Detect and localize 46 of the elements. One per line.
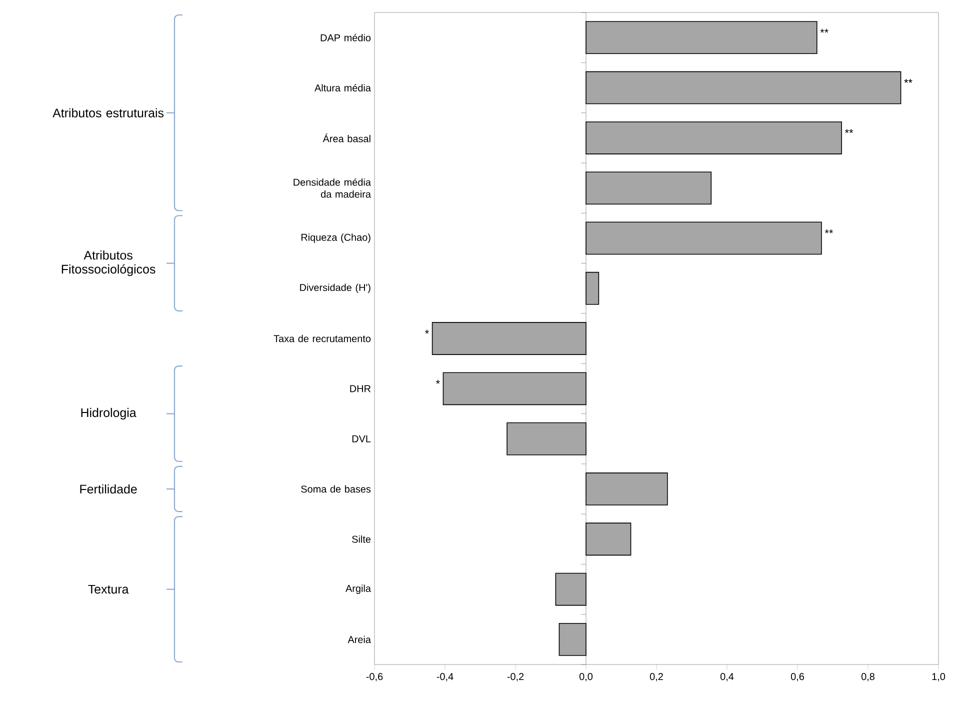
data-label: ** <box>844 129 854 133</box>
x-tick-label: 1,0 <box>932 673 946 682</box>
y-tick-label: DVL <box>352 435 371 442</box>
y-tick-label: DAP médio <box>320 34 371 42</box>
bar <box>586 172 712 204</box>
y-tick-label: Soma de bases <box>301 485 371 493</box>
bar <box>586 522 632 556</box>
data-label: ** <box>904 78 912 83</box>
y-tick-label: Área basal <box>322 134 370 142</box>
bar <box>586 222 822 255</box>
x-tick-label: -0,2 <box>507 673 524 682</box>
bar <box>586 272 600 305</box>
y-tick-label: Riqueza (Chao) <box>301 234 370 243</box>
bar <box>442 372 586 406</box>
bar <box>432 322 586 355</box>
text: Atributos Fitossociológicos <box>62 250 156 276</box>
y-tick-label: Silte <box>352 535 371 543</box>
x-tick-label: 0,2 <box>650 673 663 682</box>
y-tick-label: Argila <box>346 584 371 594</box>
x-tick-label: -0,4 <box>436 673 454 682</box>
bar <box>558 622 586 656</box>
y-tick-label: Areia <box>348 636 371 644</box>
data-label: * <box>436 380 440 384</box>
data-label: * <box>425 330 429 334</box>
x-tick-label: 0,8 <box>861 673 874 682</box>
bar <box>586 121 842 154</box>
bar <box>586 472 668 506</box>
x-tick-label: 0,6 <box>790 673 804 682</box>
text: Fertilidade <box>80 484 137 494</box>
text: Atributos estruturais <box>52 108 164 118</box>
y-tick-label: DHR <box>350 385 371 392</box>
y-tick-label: Diversidade (H') <box>300 284 370 293</box>
y-tick-label: Taxa de recrutamento <box>274 334 371 342</box>
data-label: ** <box>820 28 828 33</box>
x-tick-label: 0,4 <box>720 673 734 682</box>
bar <box>555 572 586 606</box>
y-tick-label: Altura média <box>314 84 371 92</box>
data-label: ** <box>824 229 834 234</box>
text: Hidrologia <box>81 408 136 420</box>
bar <box>586 21 818 54</box>
x-tick-label: 0,0 <box>579 673 593 682</box>
bar <box>586 71 902 104</box>
y-tick-label: Densidade média da madeira <box>294 178 371 198</box>
bar <box>506 422 586 456</box>
text: Textura <box>88 584 129 594</box>
x-tick-label: -0,6 <box>366 673 383 682</box>
